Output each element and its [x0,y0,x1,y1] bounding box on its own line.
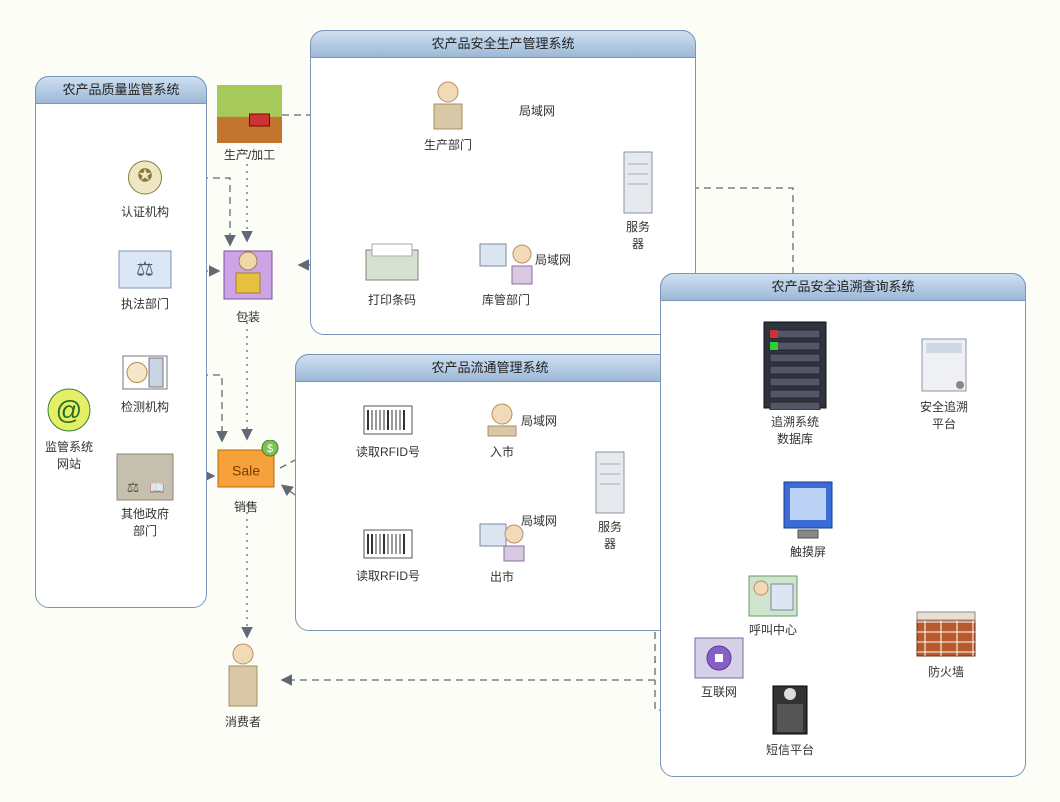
panel-title-supervision: 农产品质量监管系统 [35,76,207,104]
svg-text:$: $ [267,443,273,455]
svg-text:⚖: ⚖ [127,479,140,495]
svg-text:Sale: Sale [232,463,260,479]
svg-text:⚖: ⚖ [136,259,154,281]
cert-icon: ✪ [115,155,175,200]
lan3-label: 局域网 [504,412,574,429]
market_out-label: 出市 [466,568,538,585]
otherdept-label: 其他政府 部门 [105,505,185,539]
lan2-label: 局域网 [518,251,588,268]
panel-circulation: 农产品流通管理系统 [295,354,685,631]
lawdept-icon: ⚖ [115,247,175,292]
cert-label: 认证机构 [105,203,185,220]
diagram-stage: 农产品质量监管系统 农产品安全生产管理系统农产品流通管理系统 农产品安全追溯查询系统… [0,0,1060,802]
produce-label: 生产/加工 [207,146,292,163]
prod_dept-icon [418,78,478,133]
pack-icon [218,245,278,305]
inventory-label: 库管部门 [466,291,546,308]
internet-icon [693,636,745,680]
sms-label: 短信平台 [753,741,827,758]
svg-text:@: @ [56,395,82,425]
rfid_out-label: 读取RFID号 [352,567,424,584]
trace_platform-label: 安全追溯 平台 [908,398,980,432]
website-icon: @ [40,385,98,435]
svg-text:✪: ✪ [137,166,152,186]
rfid_out-icon [362,524,414,564]
callcenter-label: 呼叫中心 [737,621,809,638]
market_in-label: 入市 [466,443,538,460]
panel-trace: 农产品安全追溯查询系统 [660,273,1026,777]
panel-title-trace: 农产品安全追溯查询系统 [660,273,1026,301]
sale-label: 销售 [202,498,290,515]
print_barcode-label: 打印条码 [352,291,432,308]
website-label: 监管系统 网站 [30,438,108,472]
panel-title-production: 农产品安全生产管理系统 [310,30,696,58]
produce-icon [217,85,282,143]
print_barcode-icon [362,240,422,288]
otherdept-icon: ⚖📖 [115,452,175,502]
lawdept-label: 执法部门 [105,295,185,312]
callcenter-icon [747,574,799,618]
rfid_in-icon [362,400,414,440]
touch-label: 触摸屏 [770,543,846,560]
lan1-label: 局域网 [502,102,572,119]
inspect-label: 检测机构 [105,398,185,415]
trace_db-icon [760,320,830,410]
sale-icon: Sale $ [212,440,280,495]
trace_db-label: 追溯系统 数据库 [750,413,840,447]
lan4-label: 局域网 [504,512,574,529]
trace_platform-icon [918,335,970,395]
prod_dept-label: 生产部门 [408,136,488,153]
pack-label: 包装 [208,308,288,325]
firewall-label: 防火墙 [905,663,987,680]
circ_server-label: 服务 器 [575,518,645,552]
sms-icon [763,680,817,738]
firewall-icon [915,610,977,660]
circ_server-icon [594,450,626,515]
prod_server-icon [622,150,654,215]
consumer-icon [210,640,276,710]
rfid_in-label: 读取RFID号 [352,443,424,460]
panel-title-circulation: 农产品流通管理系统 [295,354,685,382]
prod_server-label: 服务 器 [603,218,673,252]
inspect-icon [115,350,175,395]
svg-text:📖: 📖 [150,481,165,495]
touch-icon [780,480,836,540]
internet-label: 互联网 [683,683,755,700]
consumer-label: 消费者 [200,713,286,730]
